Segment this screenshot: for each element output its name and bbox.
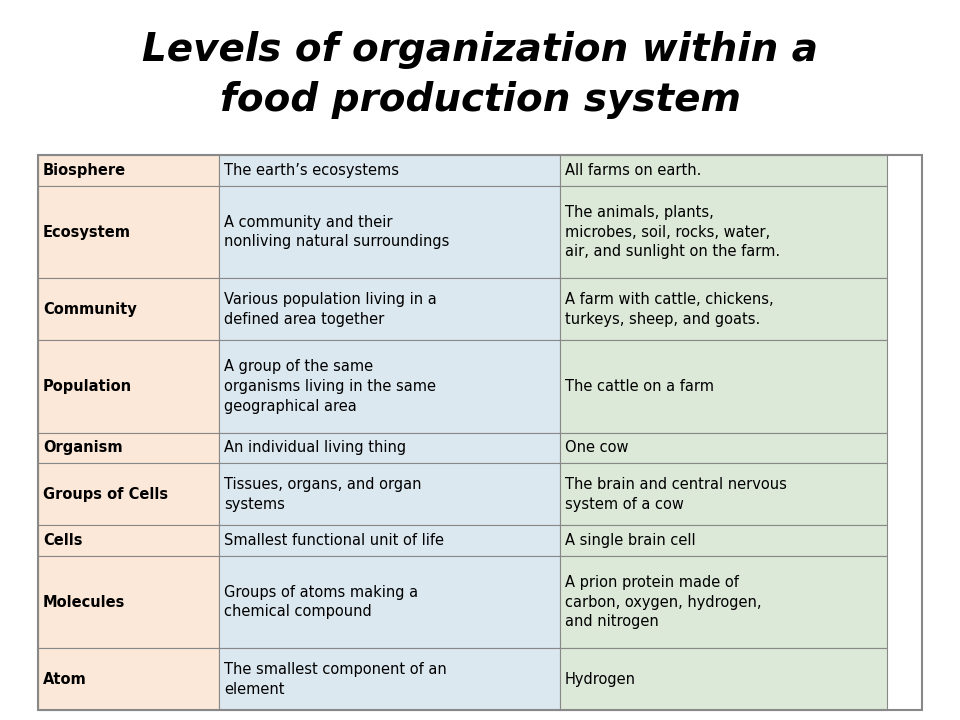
Text: A prion protein made of
carbon, oxygen, hydrogen,
and nitrogen: A prion protein made of carbon, oxygen, … xyxy=(564,575,761,629)
Text: A community and their
nonliving natural surroundings: A community and their nonliving natural … xyxy=(225,215,449,250)
Text: The earth’s ecosystems: The earth’s ecosystems xyxy=(225,163,399,178)
Text: Levels of organization within a
food production system: Levels of organization within a food pro… xyxy=(142,31,818,119)
Text: Groups of Cells: Groups of Cells xyxy=(43,487,168,502)
Bar xyxy=(38,556,219,648)
Text: A single brain cell: A single brain cell xyxy=(564,533,695,548)
Text: An individual living thing: An individual living thing xyxy=(225,441,406,456)
Text: Organism: Organism xyxy=(43,441,123,456)
Bar xyxy=(560,340,887,433)
Text: Molecules: Molecules xyxy=(43,595,126,610)
Text: Community: Community xyxy=(43,302,136,317)
Bar xyxy=(219,525,560,556)
Bar xyxy=(560,155,887,186)
Bar xyxy=(219,186,560,279)
Text: Biosphere: Biosphere xyxy=(43,163,126,178)
Bar xyxy=(219,155,560,186)
Text: Cells: Cells xyxy=(43,533,83,548)
Bar xyxy=(38,464,219,525)
Bar xyxy=(219,556,560,648)
Bar xyxy=(38,433,219,464)
Bar xyxy=(219,433,560,464)
Bar xyxy=(38,186,219,279)
Text: Groups of atoms making a
chemical compound: Groups of atoms making a chemical compou… xyxy=(225,585,419,619)
Bar xyxy=(219,464,560,525)
Text: The brain and central nervous
system of a cow: The brain and central nervous system of … xyxy=(564,477,786,512)
Bar xyxy=(38,279,219,340)
Bar xyxy=(560,186,887,279)
Text: Various population living in a
defined area together: Various population living in a defined a… xyxy=(225,292,437,327)
Text: A group of the same
organisms living in the same
geographical area: A group of the same organisms living in … xyxy=(225,359,436,413)
Bar xyxy=(560,648,887,710)
Text: Population: Population xyxy=(43,379,132,394)
Bar xyxy=(38,340,219,433)
Bar xyxy=(560,556,887,648)
Text: The animals, plants,
microbes, soil, rocks, water,
air, and sunlight on the farm: The animals, plants, microbes, soil, roc… xyxy=(564,204,780,259)
Text: Smallest functional unit of life: Smallest functional unit of life xyxy=(225,533,444,548)
Bar xyxy=(38,155,922,710)
Text: The cattle on a farm: The cattle on a farm xyxy=(564,379,713,394)
Bar xyxy=(219,648,560,710)
Bar xyxy=(219,340,560,433)
Bar xyxy=(38,155,219,186)
Text: A farm with cattle, chickens,
turkeys, sheep, and goats.: A farm with cattle, chickens, turkeys, s… xyxy=(564,292,773,327)
Text: Atom: Atom xyxy=(43,672,86,687)
Bar xyxy=(560,279,887,340)
Bar xyxy=(219,279,560,340)
Text: Hydrogen: Hydrogen xyxy=(564,672,636,687)
Bar xyxy=(38,648,219,710)
Bar xyxy=(38,525,219,556)
Bar xyxy=(560,525,887,556)
Text: Tissues, organs, and organ
systems: Tissues, organs, and organ systems xyxy=(225,477,421,512)
Text: Ecosystem: Ecosystem xyxy=(43,225,131,240)
Text: One cow: One cow xyxy=(564,441,628,456)
Bar xyxy=(560,433,887,464)
Bar xyxy=(560,464,887,525)
Text: The smallest component of an
element: The smallest component of an element xyxy=(225,662,447,696)
Text: All farms on earth.: All farms on earth. xyxy=(564,163,701,178)
